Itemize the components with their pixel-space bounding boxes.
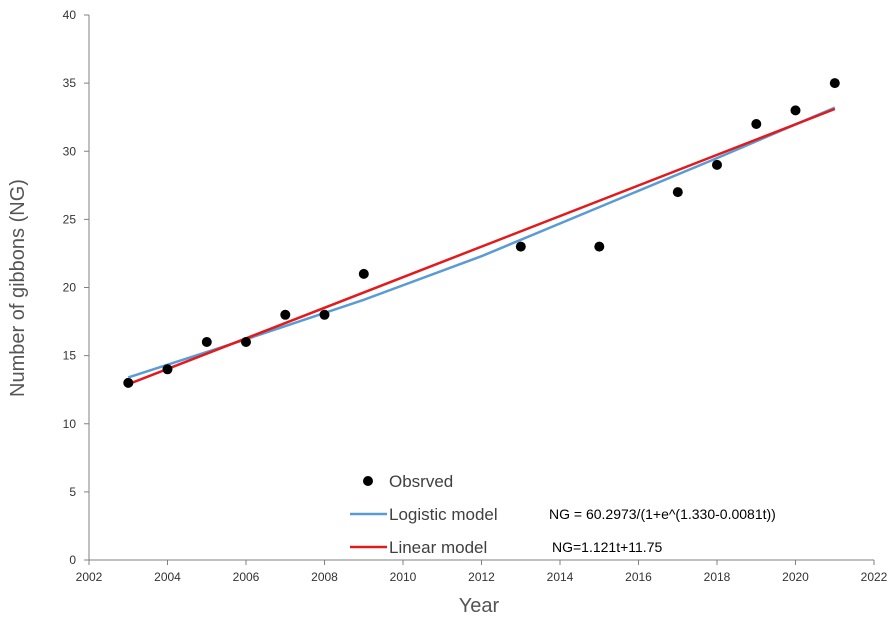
x-axis-ticks: 2002 2004 2006 2008 2010 2012 2014 2016 2018 2020… [76, 560, 888, 584]
x-axis-title: Year [459, 595, 500, 617]
x-tick-label: 2010 [390, 570, 417, 584]
observed-point [123, 377, 134, 388]
legend-linear-label: Linear model [389, 538, 487, 557]
x-tick-label: 2014 [547, 570, 574, 584]
model-lines [127, 106, 836, 386]
legend: Obsrved Logistic model NG = 60.2973/(1+e… [350, 472, 776, 557]
x-tick-label: 2002 [76, 570, 103, 584]
x-tick-label: 2018 [704, 570, 731, 584]
observed-point [515, 241, 526, 252]
y-tick-label: 0 [69, 553, 76, 567]
observed-point [829, 78, 840, 89]
observed-points [123, 78, 840, 388]
y-tick-label: 25 [63, 212, 77, 226]
observed-point [280, 309, 291, 320]
y-tick-label: 5 [69, 485, 76, 499]
x-tick-label: 2004 [154, 570, 181, 584]
observed-point [241, 337, 251, 347]
y-tick-label: 30 [63, 144, 77, 158]
observed-point [162, 364, 173, 375]
y-tick-label: 35 [63, 76, 77, 90]
observed-point [790, 105, 801, 116]
legend-observed-label: Obsrved [389, 472, 453, 491]
logistic-model-line [127, 106, 836, 379]
y-axis-ticks: 0 5 10 15 20 25 30 35 40 [63, 8, 89, 567]
observed-point [319, 309, 330, 320]
x-tick-label: 2012 [468, 570, 495, 584]
y-tick-label: 10 [63, 417, 77, 431]
x-tick-label: 2020 [782, 570, 809, 584]
y-tick-label: 20 [63, 281, 77, 295]
linear-model-line [127, 107, 836, 386]
linear-equation: NG=1.121t+11.75 [552, 539, 662, 555]
logistic-equation: NG = 60.2973/(1+e^(1.330-0.0081t)) [549, 506, 776, 522]
observed-point [672, 187, 683, 198]
y-tick-label: 40 [63, 8, 77, 22]
observed-point [712, 159, 722, 170]
observed-point [751, 119, 762, 129]
axes [88, 15, 874, 561]
x-tick-label: 2022 [861, 570, 888, 584]
legend-logistic-label: Logistic model [389, 505, 498, 524]
x-tick-label: 2016 [625, 570, 652, 584]
y-tick-label: 15 [63, 349, 77, 363]
observed-point [201, 337, 212, 347]
legend-observed-marker [363, 476, 373, 486]
observed-point [358, 268, 369, 279]
x-tick-label: 2006 [233, 570, 260, 584]
x-tick-label: 2008 [311, 570, 338, 584]
y-axis-title: Number of gibbons (NG) [7, 179, 29, 397]
observed-point [594, 241, 605, 252]
